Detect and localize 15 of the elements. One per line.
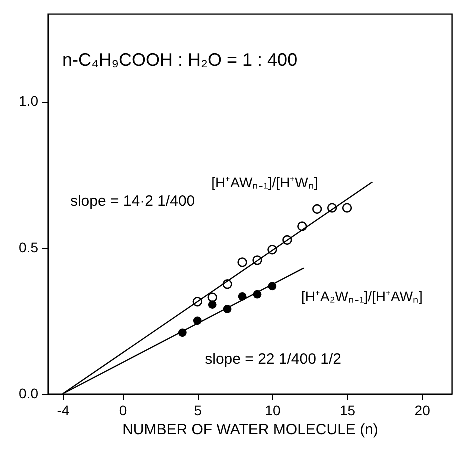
y-tick-label: 1.0: [19, 93, 39, 110]
x-tick-label: -4: [57, 402, 70, 418]
x-tick-label: 20: [414, 402, 431, 418]
x-tick-label: 5: [194, 402, 202, 418]
series-label: [H⁺AWₙ₋₁]/[H⁺Wₙ]: [212, 174, 318, 191]
text: n-C₄H₉COOH : H₂O = 1 : 400: [62, 50, 298, 70]
x-tick-label: 10: [265, 402, 281, 418]
annotation: slope = 14·2 1/400: [70, 193, 196, 210]
y-tick-label: 0.0: [19, 386, 39, 402]
x-tick-label: 15: [340, 402, 356, 418]
y-tick-label: 0.5: [19, 239, 39, 256]
x-tick-label: 0: [119, 402, 128, 418]
annotation: slope = 22 1/400 1/2: [205, 350, 342, 368]
x-axis-title: NUMBER OF WATER MOLECULE (n): [122, 422, 378, 438]
series-label: [H⁺A₂Wₙ₋₁]/[H⁺AWₙ]: [302, 288, 423, 305]
